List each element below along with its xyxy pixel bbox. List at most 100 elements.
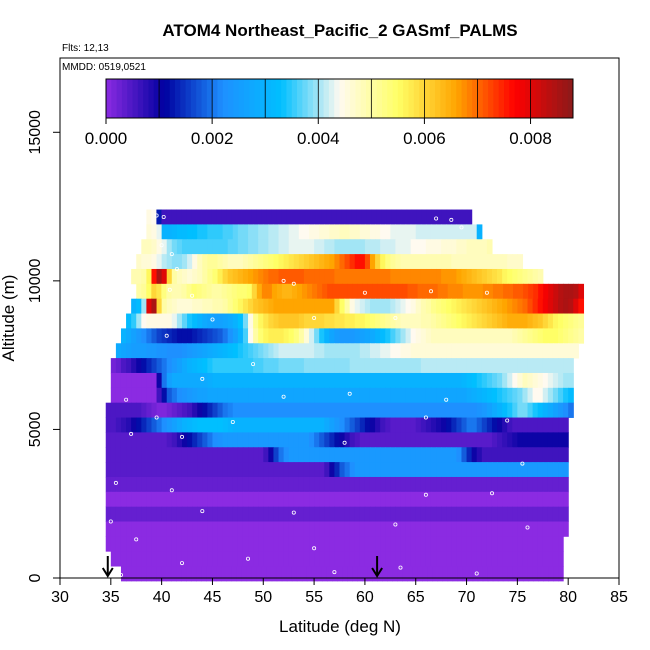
heatmap-cell — [441, 298, 447, 314]
heatmap-cell — [258, 536, 264, 552]
heatmap-cell — [324, 328, 330, 344]
heatmap-cell — [146, 239, 153, 255]
heatmap-cell — [568, 283, 574, 300]
heatmap-cell — [436, 268, 442, 285]
heatmap-cell — [253, 536, 259, 552]
heatmap-cell — [227, 298, 234, 314]
heatmap-cell — [387, 283, 394, 300]
heatmap-cell — [227, 447, 234, 463]
heatmap-cell — [502, 476, 508, 493]
heatmap-cell — [288, 254, 295, 270]
heatmap-cell — [425, 506, 432, 522]
heatmap-cell — [151, 402, 158, 418]
x-tick-label: 65 — [407, 589, 425, 606]
heatmap-cell — [461, 224, 468, 240]
heatmap-cell — [385, 268, 391, 285]
heatmap-cell — [395, 506, 402, 522]
heatmap-cell — [466, 268, 473, 285]
heatmap-cell — [176, 283, 183, 300]
heatmap-cell — [110, 387, 117, 404]
heatmap-cell — [171, 551, 178, 567]
heatmap-cell — [415, 551, 422, 567]
heatmap-cell — [226, 566, 233, 582]
heatmap-cell — [288, 417, 295, 433]
heatmap-cell — [532, 372, 539, 389]
colorbar-cell — [557, 79, 563, 118]
heatmap-cell — [390, 432, 396, 448]
heatmap-cell — [222, 506, 229, 522]
heatmap-cell — [303, 254, 310, 270]
heatmap-cell — [151, 283, 157, 300]
heatmap-cell — [156, 432, 163, 448]
heatmap-cell — [197, 387, 203, 404]
heatmap-cell — [425, 447, 432, 463]
heatmap-cell — [227, 372, 234, 389]
heatmap-cell — [278, 462, 285, 478]
heatmap-cell — [176, 343, 183, 359]
heatmap-cell — [207, 343, 214, 359]
heatmap-cell — [288, 387, 295, 404]
heatmap-cell — [497, 268, 503, 285]
heatmap-cell — [359, 328, 366, 344]
heatmap-cell — [192, 298, 198, 314]
heatmap-cell — [156, 343, 163, 359]
heatmap-cell — [461, 239, 468, 255]
heatmap-cell — [268, 521, 275, 537]
heatmap-cell — [339, 268, 346, 285]
heatmap-cell — [395, 254, 402, 270]
colorbar-frame — [105, 78, 574, 119]
heatmap-cell — [462, 283, 469, 300]
x-tick-label: 85 — [610, 589, 628, 606]
heatmap-cell — [456, 343, 463, 359]
heatmap-cell — [395, 239, 402, 255]
heatmap-cell — [314, 387, 320, 404]
heatmap-cell — [558, 491, 564, 508]
heatmap-cell — [512, 566, 519, 582]
heatmap-cell — [271, 566, 278, 582]
heatmap-cell — [314, 476, 320, 493]
heatmap-cell — [212, 358, 219, 374]
heatmap-cell — [309, 447, 315, 463]
heatmap-cell — [497, 476, 503, 493]
heatmap-cell — [347, 566, 353, 582]
colorbar-cell — [504, 79, 510, 118]
heatmap-cell — [375, 268, 381, 285]
heatmap-cell — [552, 536, 559, 552]
heatmap-cell — [537, 566, 544, 582]
heatmap-cell — [547, 372, 554, 389]
heatmap-cell — [126, 313, 132, 329]
heatmap-cell — [547, 491, 554, 508]
heatmap-cell — [161, 476, 168, 493]
heatmap-cell — [476, 476, 483, 493]
heatmap-cell — [131, 268, 137, 285]
heatmap-cell — [115, 402, 122, 418]
sample-point — [312, 315, 317, 320]
heatmap-cell — [248, 328, 254, 344]
heatmap-cell — [181, 566, 187, 582]
y-tick-label: 5000 — [27, 412, 44, 448]
heatmap-cell — [497, 328, 503, 344]
heatmap-cell — [293, 313, 300, 329]
heatmap-cell — [486, 536, 493, 552]
heatmap-cell — [311, 566, 318, 582]
heatmap-cell — [298, 358, 305, 374]
heatmap-cell — [400, 268, 407, 285]
heatmap-cell — [126, 387, 132, 404]
heatmap-cell — [298, 432, 305, 448]
heatmap-cell — [110, 358, 117, 374]
heatmap-cell — [120, 402, 127, 418]
heatmap-cell — [146, 254, 153, 270]
heatmap-cell — [283, 521, 290, 537]
heatmap-cell — [349, 372, 356, 389]
heatmap-cell — [207, 417, 214, 433]
heatmap-cell — [283, 239, 290, 255]
heatmap-cell — [563, 417, 569, 433]
heatmap-cell — [552, 417, 559, 433]
heatmap-cell — [415, 298, 422, 314]
heatmap-cell — [395, 328, 402, 344]
heatmap-cell — [151, 328, 158, 344]
heatmap-cell — [415, 372, 422, 389]
heatmap-cell — [242, 551, 249, 567]
heatmap-cell — [502, 358, 508, 374]
heatmap-cell — [354, 476, 361, 493]
